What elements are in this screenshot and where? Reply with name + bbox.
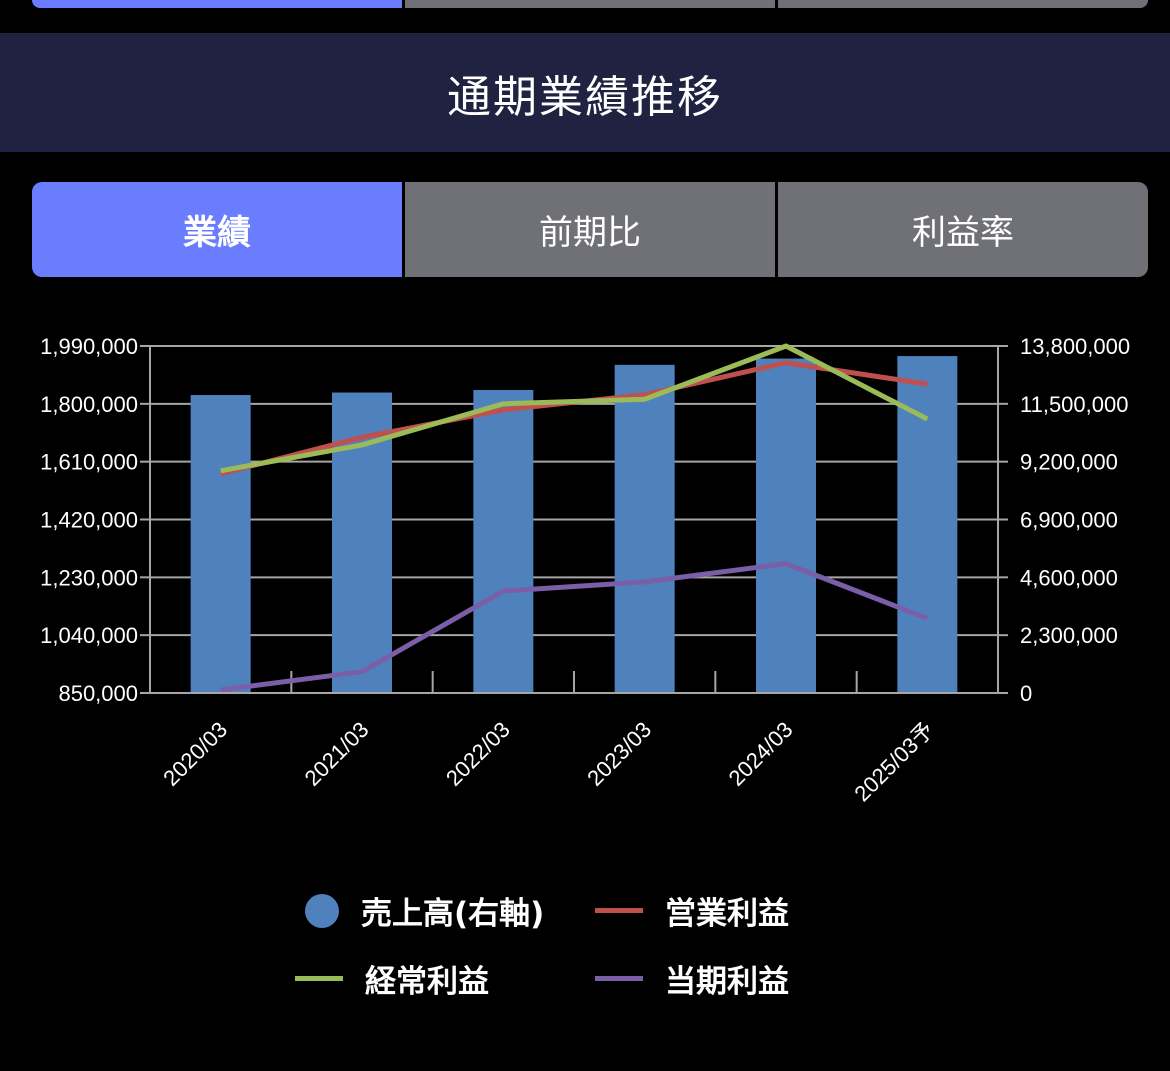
right-tick-label: 13,800,000 bbox=[1020, 334, 1130, 359]
legend-label-operating: 営業利益 bbox=[665, 896, 789, 932]
right-tick-label: 2,300,000 bbox=[1020, 623, 1118, 648]
chart-grid bbox=[140, 345, 1008, 694]
left-tick-label: 850,000 bbox=[58, 681, 138, 706]
left-tick-label: 1,420,000 bbox=[40, 508, 138, 533]
left-axis-ticks: 1,990,000 1,800,000 1,610,000 1,420,000 1,23… bbox=[40, 334, 138, 706]
right-axis-ticks: 13,800,000 11,500,000 9,200,000 6,900,000 4,… bbox=[1020, 334, 1130, 706]
right-tick-label: 4,600,000 bbox=[1020, 565, 1118, 590]
left-tick-label: 1,800,000 bbox=[40, 392, 138, 417]
legend-swatch-operating bbox=[595, 908, 643, 913]
page-title: 通期業績推移 bbox=[447, 71, 723, 123]
tab-profit-margin[interactable]: 利益率 bbox=[775, 182, 1148, 277]
x-axis-ticks: 2020/03 2021/03 2022/03 2023/03 2024/03 2025/… bbox=[158, 717, 939, 806]
left-tick-label: 1,990,000 bbox=[40, 334, 138, 359]
x-tick-label: 2023/03 bbox=[582, 717, 656, 791]
sales-bar bbox=[473, 390, 534, 693]
legend-item-sales: 売上高(右軸) bbox=[305, 888, 544, 933]
legend-item-ordinary: 経常利益 bbox=[295, 956, 489, 1001]
operating-line bbox=[220, 360, 928, 477]
tab-performance[interactable]: 業績 bbox=[32, 182, 402, 277]
chart-axes bbox=[149, 346, 999, 694]
sales-bar bbox=[614, 364, 675, 693]
sales-bars bbox=[190, 356, 958, 693]
sales-bar bbox=[756, 358, 816, 693]
performance-chart: 1,990,000 1,800,000 1,610,000 1,420,000 1,23… bbox=[40, 334, 1130, 806]
right-tick-label: 6,900,000 bbox=[1020, 508, 1118, 533]
tab-bar: 業績 前期比 利益率 bbox=[32, 182, 1148, 277]
ordinary-line bbox=[220, 343, 929, 474]
left-tick-label: 1,610,000 bbox=[40, 450, 138, 475]
legend-label-ordinary: 経常利益 bbox=[365, 964, 489, 1000]
right-tick-label: 0 bbox=[1020, 681, 1032, 706]
right-tick-label: 9,200,000 bbox=[1020, 450, 1118, 475]
legend-item-operating: 営業利益 bbox=[595, 888, 789, 933]
legend-swatch-sales bbox=[305, 893, 339, 928]
x-tick-label: 2024/03 bbox=[724, 717, 798, 791]
sales-bar bbox=[897, 356, 958, 693]
legend-label-net: 当期利益 bbox=[665, 964, 789, 1000]
legend-item-net: 当期利益 bbox=[595, 956, 789, 1001]
previous-tab-strip bbox=[32, 0, 1148, 8]
right-tick-label: 11,500,000 bbox=[1020, 392, 1128, 417]
x-tick-label: 2020/03 bbox=[158, 717, 232, 791]
tab-year-over-year[interactable]: 前期比 bbox=[402, 182, 775, 277]
net-line bbox=[220, 561, 929, 693]
legend-swatch-net bbox=[595, 976, 643, 981]
x-tick-label: 2021/03 bbox=[300, 717, 374, 791]
x-tick-label: 2025/03予 bbox=[849, 717, 938, 806]
x-tick-label: 2022/03 bbox=[441, 717, 515, 791]
previous-tab-strip-right bbox=[778, 0, 1148, 8]
previous-tab-strip-active bbox=[32, 0, 402, 8]
left-tick-label: 1,040,000 bbox=[40, 623, 138, 648]
profit-lines bbox=[220, 343, 929, 693]
left-tick-label: 1,230,000 bbox=[40, 565, 138, 590]
section-header: 通期業績推移 bbox=[0, 33, 1170, 152]
sales-bar bbox=[190, 395, 251, 693]
legend-label-sales: 売上高(右軸) bbox=[361, 896, 545, 932]
previous-tab-strip-middle bbox=[405, 0, 775, 8]
legend-swatch-ordinary bbox=[295, 976, 343, 981]
